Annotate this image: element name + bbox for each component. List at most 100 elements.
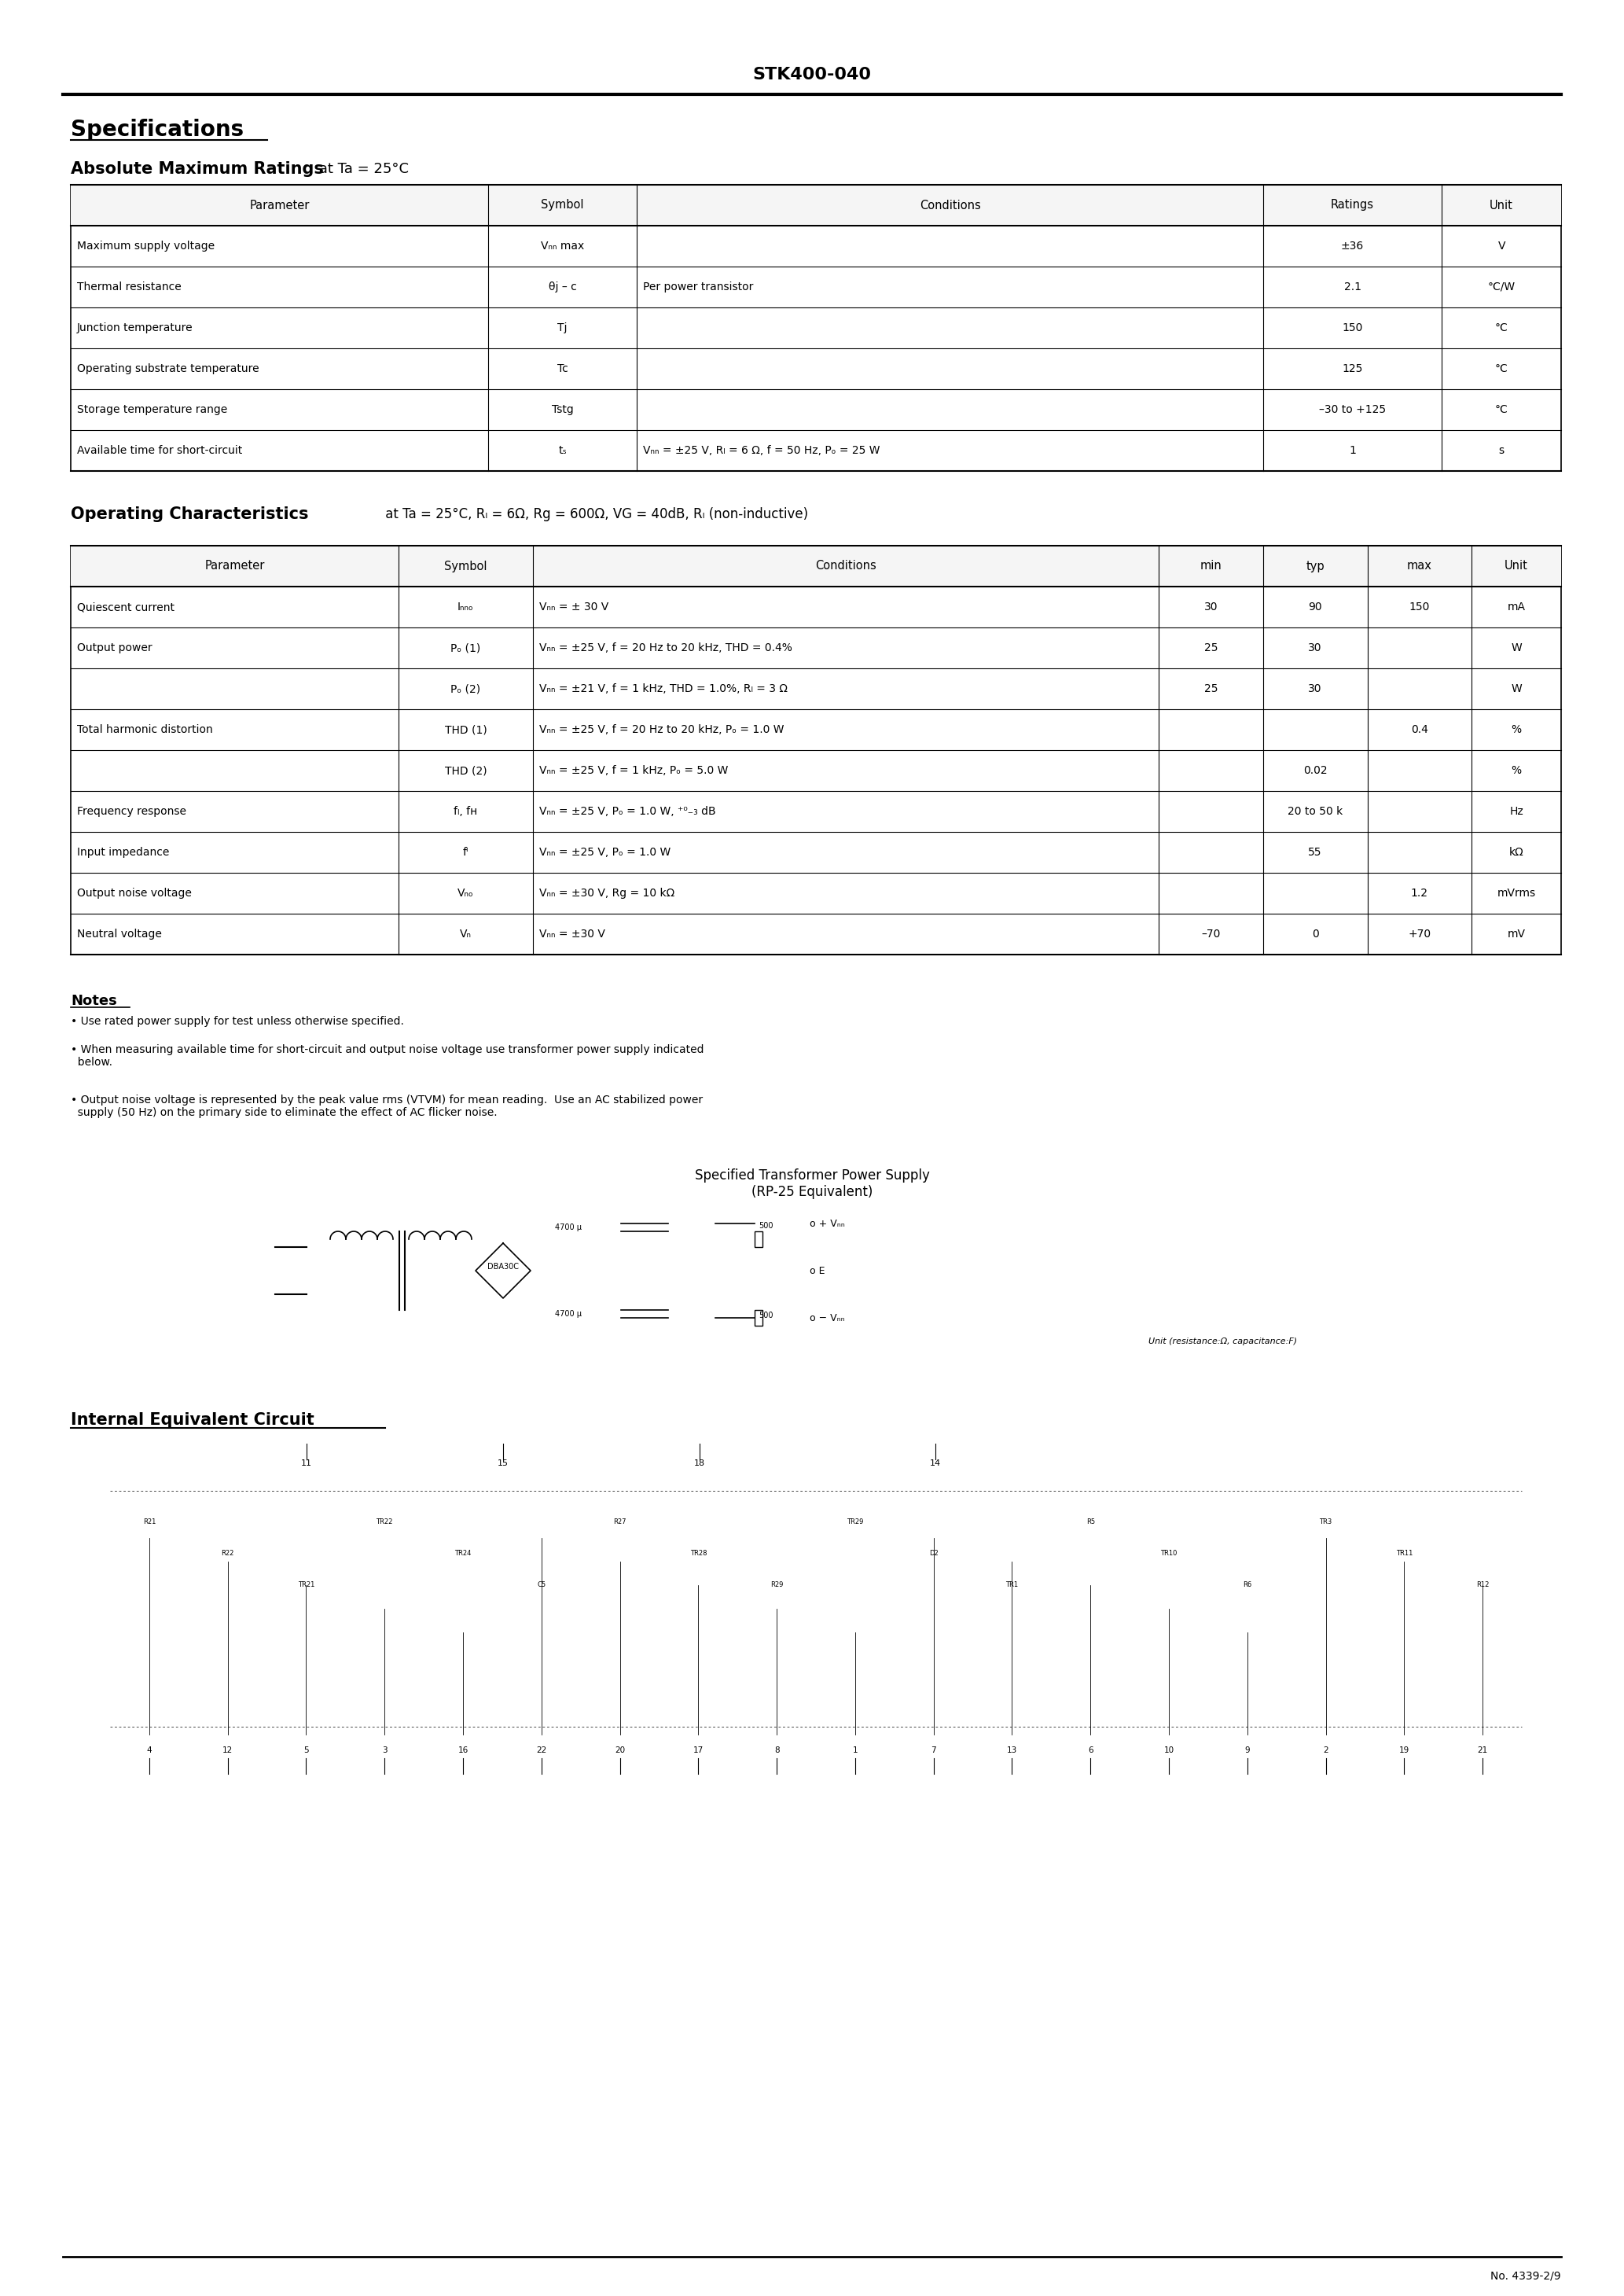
Text: Tc: Tc [557,363,568,374]
Text: R21: R21 [143,1518,156,1527]
Text: R12: R12 [1476,1582,1489,1589]
Text: 17: 17 [693,1747,703,1754]
Text: mA: mA [1507,602,1525,613]
Text: 500: 500 [758,1311,773,1320]
Text: Vₙₙ max: Vₙₙ max [541,241,585,253]
Text: R6: R6 [1242,1582,1252,1589]
Text: Tstg: Tstg [552,404,573,416]
Text: 15: 15 [497,1460,508,1467]
Text: TR10: TR10 [1161,1550,1177,1557]
Text: Maximum supply voltage: Maximum supply voltage [76,241,214,253]
Text: R5: R5 [1086,1518,1095,1527]
Text: Hz: Hz [1509,806,1523,817]
Text: 4: 4 [146,1747,153,1754]
Text: TR11: TR11 [1395,1550,1413,1557]
Text: mVrms: mVrms [1497,889,1536,898]
Text: Vₙₙ = ±25 V, f = 20 Hz to 20 kHz, Pₒ = 1.0 W: Vₙₙ = ±25 V, f = 20 Hz to 20 kHz, Pₒ = 1… [539,723,784,735]
Text: R22: R22 [221,1550,234,1557]
Text: Operating Characteristics: Operating Characteristics [71,507,309,521]
Text: Unit: Unit [1505,560,1528,572]
Text: 25: 25 [1203,684,1218,693]
Text: 500: 500 [758,1221,773,1231]
Text: Vₙₙ = ±21 V, f = 1 kHz, THD = 1.0%, Rₗ = 3 Ω: Vₙₙ = ±21 V, f = 1 kHz, THD = 1.0%, Rₗ =… [539,684,788,693]
Text: mV: mV [1507,928,1525,939]
Text: R27: R27 [614,1518,627,1527]
Text: –30 to +125: –30 to +125 [1319,404,1385,416]
Text: 12: 12 [222,1747,232,1754]
Text: Conditions: Conditions [919,200,981,211]
Text: Tj: Tj [557,321,567,333]
Bar [71,1444,1561,1775]
Text: 0: 0 [1312,928,1319,939]
Text: fₗ, fʜ: fₗ, fʜ [453,806,477,817]
Text: STK400-040: STK400-040 [752,67,872,83]
Text: °C/W: °C/W [1488,282,1515,292]
Bar [71,546,1561,585]
Text: Available time for short-circuit: Available time for short-circuit [76,445,242,457]
Text: Unit: Unit [1489,200,1514,211]
Text: 2: 2 [1324,1747,1328,1754]
Text: Vₙₒ: Vₙₒ [458,889,474,898]
Text: at Ta = 25°C, Rₗ = 6Ω, Rg = 600Ω, VG = 40dB, Rₗ (non-inductive): at Ta = 25°C, Rₗ = 6Ω, Rg = 600Ω, VG = 4… [382,507,809,521]
Text: W: W [1510,643,1522,654]
Text: –70: –70 [1202,928,1221,939]
Text: Absolute Maximum Ratings: Absolute Maximum Ratings [71,161,323,177]
Text: Iₙₙₒ: Iₙₙₒ [458,602,474,613]
Text: Notes: Notes [71,994,117,1008]
Text: +70: +70 [1408,928,1431,939]
Text: 90: 90 [1309,602,1322,613]
Text: 150: 150 [1341,321,1363,333]
Text: 6: 6 [1088,1747,1093,1754]
Text: Vₙₙ = ±25 V, f = 20 Hz to 20 kHz, THD = 0.4%: Vₙₙ = ±25 V, f = 20 Hz to 20 kHz, THD = … [539,643,793,654]
Bar [71,184,1561,225]
Text: TR21: TR21 [297,1582,315,1589]
Text: 8: 8 [775,1747,780,1754]
Text: Vₙₙ = ±25 V, Pₒ = 1.0 W, ⁺⁰₋₃ dB: Vₙₙ = ±25 V, Pₒ = 1.0 W, ⁺⁰₋₃ dB [539,806,716,817]
Text: Unit (resistance:Ω, capacitance:F): Unit (resistance:Ω, capacitance:F) [1148,1339,1298,1345]
Text: 30: 30 [1309,684,1322,693]
Bar [755,1231,763,1247]
Text: 22: 22 [536,1747,547,1754]
Text: 19: 19 [1398,1747,1410,1754]
Text: Vₙₙ = ±25 V, f = 1 kHz, Pₒ = 5.0 W: Vₙₙ = ±25 V, f = 1 kHz, Pₒ = 5.0 W [539,765,728,776]
Text: 4700 μ: 4700 μ [555,1311,581,1318]
Text: TR1: TR1 [1005,1582,1018,1589]
Text: 14: 14 [931,1460,940,1467]
Text: Vₙₙ = ±25 V, Pₒ = 1.0 W: Vₙₙ = ±25 V, Pₒ = 1.0 W [539,847,671,859]
Bar [755,1311,763,1325]
Text: Specified Transformer Power Supply
(RP-25 Equivalent): Specified Transformer Power Supply (RP-2… [695,1169,929,1199]
Text: θj – c: θj – c [549,282,577,292]
Text: 55: 55 [1309,847,1322,859]
Text: 20: 20 [615,1747,625,1754]
Text: THD (1): THD (1) [445,723,487,735]
Text: Vₙₙ = ±30 V, Rg = 10 kΩ: Vₙₙ = ±30 V, Rg = 10 kΩ [539,889,674,898]
Text: 20 to 50 k: 20 to 50 k [1288,806,1343,817]
Text: 21: 21 [1478,1747,1488,1754]
Text: TR24: TR24 [455,1550,471,1557]
Text: 25: 25 [1203,643,1218,654]
Text: at Ta = 25°C: at Ta = 25°C [315,163,409,177]
Text: Storage temperature range: Storage temperature range [76,404,227,416]
Text: No. 4339-2/9: No. 4339-2/9 [1491,2271,1561,2282]
Text: Quiescent current: Quiescent current [76,602,174,613]
Text: 3: 3 [382,1747,387,1754]
Bar [71,546,1561,955]
Text: Input impedance: Input impedance [76,847,169,859]
Text: R29: R29 [770,1582,783,1589]
Text: Conditions: Conditions [815,560,877,572]
Text: 150: 150 [1410,602,1429,613]
Text: THD (2): THD (2) [445,765,487,776]
Text: typ: typ [1306,560,1325,572]
Text: °C: °C [1496,321,1509,333]
Text: Ratings: Ratings [1330,200,1374,211]
Text: 18: 18 [693,1460,705,1467]
Text: Total harmonic distortion: Total harmonic distortion [76,723,213,735]
Text: D2: D2 [929,1550,939,1557]
Text: Output power: Output power [76,643,153,654]
Text: %: % [1512,723,1522,735]
Text: 125: 125 [1341,363,1363,374]
Text: Neutral voltage: Neutral voltage [76,928,162,939]
Text: 13: 13 [1007,1747,1017,1754]
Text: Vₙₙ = ±25 V, Rₗ = 6 Ω, f = 50 Hz, Pₒ = 25 W: Vₙₙ = ±25 V, Rₗ = 6 Ω, f = 50 Hz, Pₒ = 2… [643,445,880,457]
Text: s: s [1499,445,1504,457]
